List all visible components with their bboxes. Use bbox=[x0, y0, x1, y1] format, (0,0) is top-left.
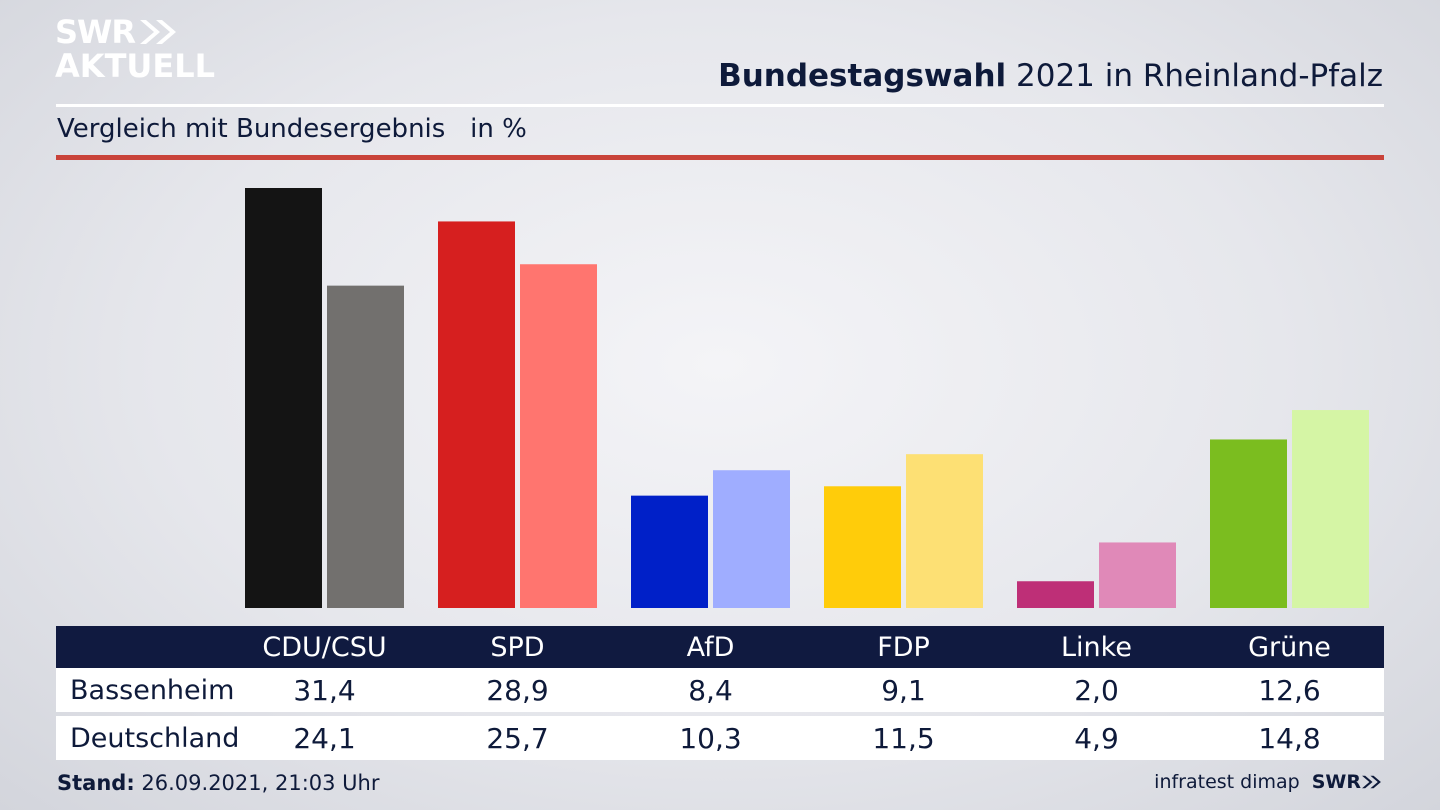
data-label: 25,7 bbox=[486, 721, 549, 755]
table-header-row: CDU/CSU SPD AfD FDP Linke Grüne bbox=[56, 626, 1384, 668]
chevron-right-double-icon bbox=[1362, 775, 1381, 789]
bar-deutschland-fdp bbox=[906, 454, 983, 608]
title-rest: 2021 in Rheinland-Pfalz bbox=[1006, 58, 1383, 94]
bar-bassenheim-fdp bbox=[824, 486, 901, 608]
data-label: 8,4 bbox=[688, 673, 733, 707]
row-label: Bassenheim bbox=[70, 674, 235, 706]
data-label: 12,6 bbox=[1258, 673, 1321, 707]
bar-bassenheim-grüne bbox=[1210, 439, 1287, 608]
column-header: Linke bbox=[1061, 631, 1132, 663]
column-header: SPD bbox=[490, 631, 545, 663]
data-label: 28,9 bbox=[486, 673, 549, 707]
stand-value: 26.09.2021, 21:03 Uhr bbox=[134, 771, 380, 795]
data-label: 2,0 bbox=[1074, 673, 1119, 707]
bar-bassenheim-cdu-csu bbox=[245, 188, 322, 608]
table-row: Bassenheim 31,4 28,9 8,4 9,1 2,0 12,6 bbox=[56, 668, 1384, 712]
stand-label: Stand: bbox=[57, 771, 135, 795]
bar-deutschland-cdu-csu bbox=[327, 285, 404, 608]
column-header: FDP bbox=[877, 631, 930, 663]
results-table: CDU/CSU SPD AfD FDP Linke Grüne Bassenheim 31,… bbox=[56, 626, 1384, 760]
bar-deutschland-afd bbox=[713, 470, 790, 608]
data-label: 14,8 bbox=[1258, 721, 1321, 755]
swr-footer-logo: SWR bbox=[1312, 771, 1383, 793]
bar-deutschland-grüne bbox=[1292, 410, 1369, 608]
data-label: 10,3 bbox=[679, 721, 742, 755]
chevron-right-double-icon bbox=[139, 20, 176, 44]
column-header: AfD bbox=[686, 631, 735, 663]
bar-deutschland-spd bbox=[520, 264, 597, 608]
row-label: Deutschland bbox=[70, 722, 240, 754]
header-divider bbox=[56, 104, 1384, 107]
source-credit: infratest dimap SWR bbox=[1154, 771, 1383, 793]
data-label: 4,9 bbox=[1074, 721, 1119, 755]
chart-subtitle: Vergleich mit Bundesergebnis in % bbox=[57, 114, 527, 144]
timestamp: Stand: 26.09.2021, 21:03 Uhr bbox=[57, 771, 380, 795]
bar-bassenheim-spd bbox=[438, 221, 515, 608]
bar-deutschland-linke bbox=[1099, 542, 1176, 608]
column-header: CDU/CSU bbox=[262, 631, 387, 663]
accent-divider bbox=[56, 155, 1384, 160]
brand-text: SWR bbox=[1311, 771, 1361, 793]
swr-aktuell-logo: SWR AKTUELL bbox=[55, 16, 215, 82]
source-label: infratest dimap bbox=[1154, 771, 1300, 793]
data-label: 24,1 bbox=[293, 721, 356, 755]
data-label: 11,5 bbox=[872, 721, 935, 755]
title-bold: Bundestagswahl bbox=[718, 58, 1007, 94]
column-header: Grüne bbox=[1248, 631, 1331, 663]
data-label: 31,4 bbox=[293, 673, 356, 707]
logo-text-swr: SWR bbox=[55, 13, 136, 51]
table-row: Deutschland 24,1 25,7 10,3 11,5 4,9 14,8 bbox=[56, 716, 1384, 760]
bar-bassenheim-afd bbox=[631, 495, 708, 608]
data-label: 9,1 bbox=[881, 673, 926, 707]
bar-chart bbox=[245, 188, 1369, 608]
bar-bassenheim-linke bbox=[1017, 581, 1094, 608]
page-title: Bundestagswahl 2021 in Rheinland-Pfalz bbox=[718, 58, 1383, 94]
logo-text-aktuell: AKTUELL bbox=[55, 47, 216, 85]
